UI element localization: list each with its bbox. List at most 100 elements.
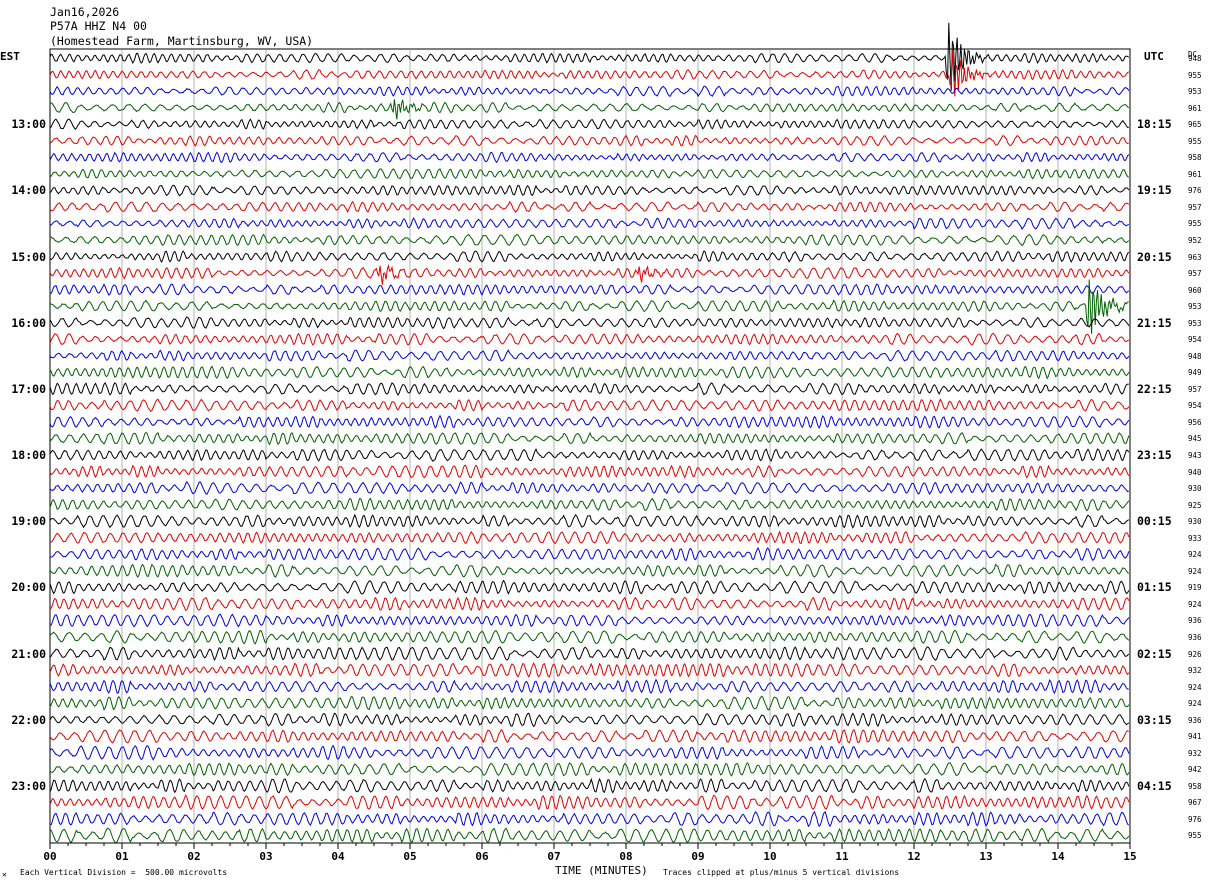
dc-offset-label: 941	[1188, 732, 1202, 742]
trace-44	[49, 777, 1130, 794]
dc-offset-label: 936	[1188, 715, 1202, 725]
dc-offset-label: 961	[1188, 103, 1202, 113]
trace-45	[49, 794, 1130, 811]
trace-23	[49, 431, 1130, 446]
x-tick-label-03: 03	[259, 850, 272, 863]
right-hour-label: 02:15	[1137, 646, 1172, 661]
right-hour-label: 20:15	[1137, 249, 1172, 264]
trace-35	[49, 629, 1130, 645]
trace-10	[49, 217, 1130, 230]
trace-47	[49, 827, 1130, 844]
trace-19	[49, 365, 1130, 380]
left-timezone-label: EST	[0, 50, 20, 63]
dc-offset-label: 954	[1188, 335, 1202, 345]
corner-glyph: ✕	[2, 870, 7, 879]
left-hour-label: 17:00	[11, 381, 46, 396]
left-hour-label: 21:00	[11, 646, 46, 661]
x-tick-label-00: 00	[43, 850, 56, 863]
trace-5	[49, 134, 1129, 147]
dc-offset-label: 965	[1188, 120, 1202, 130]
trace-17	[49, 332, 1130, 346]
trace-31	[49, 563, 1130, 579]
trace-2	[49, 85, 1130, 98]
left-hour-label: 19:00	[11, 514, 46, 529]
dc-offset-label: 967	[1188, 798, 1202, 808]
trace-34	[49, 613, 1130, 628]
dc-offset-label: 948	[1188, 351, 1202, 361]
dc-offset-label: 955	[1188, 136, 1202, 146]
dc-offset-label: 940	[1188, 467, 1202, 477]
header-station: P57A HHZ N4 00	[50, 19, 147, 33]
dc-offset-label: 953	[1188, 302, 1202, 312]
dc-offset-label: 956	[1188, 417, 1202, 427]
trace-18	[49, 349, 1130, 362]
right-hour-label: 23:15	[1137, 448, 1172, 462]
trace-36	[49, 646, 1130, 662]
dc-offset-label: 930	[1188, 484, 1202, 494]
dc-offset-label: 945	[1188, 434, 1202, 444]
dc-offset-label: 926	[1188, 649, 1202, 659]
dc-offset-label: 936	[1188, 616, 1202, 626]
trace-9	[49, 200, 1130, 214]
dc-header: DC	[1188, 50, 1198, 59]
trace-3	[49, 99, 1130, 120]
dc-offset-label: 924	[1188, 699, 1202, 709]
x-axis-label: TIME (MINUTES)	[555, 864, 648, 877]
plot-frame	[49, 48, 1131, 844]
trace-24	[49, 448, 1130, 463]
dc-offset-label: 924	[1188, 682, 1202, 692]
trace-6	[49, 151, 1130, 164]
x-tick-label-04: 04	[331, 850, 345, 863]
trace-42	[49, 744, 1130, 761]
trace-21	[49, 398, 1130, 413]
trace-38	[49, 678, 1129, 695]
clip-note: Traces clipped at plus/minus 5 vertical …	[663, 868, 900, 877]
dc-offset-label: 957	[1188, 202, 1202, 212]
trace-16	[49, 316, 1130, 330]
dc-offset-label: 924	[1188, 599, 1202, 609]
x-tick-label-01: 01	[115, 850, 129, 863]
dc-offset-label: 957	[1188, 269, 1202, 279]
trace-11	[49, 233, 1130, 247]
right-hour-label: 03:15	[1137, 712, 1172, 727]
right-hour-label: 18:15	[1137, 117, 1172, 132]
dc-offset-label: 949	[1188, 368, 1202, 378]
scale-note: Each Vertical Division = 500.00 microvol…	[20, 868, 228, 877]
x-tick-label-06: 06	[475, 850, 489, 863]
dc-offset-label: 919	[1188, 583, 1202, 593]
right-hour-label: 19:15	[1137, 183, 1172, 198]
dc-offset-label: 958	[1188, 153, 1202, 163]
trace-33	[49, 596, 1130, 612]
x-tick-label-05: 05	[403, 850, 416, 863]
dc-offset-label: 963	[1188, 252, 1202, 262]
left-hour-label: 18:00	[11, 448, 46, 462]
dc-offset-label: 961	[1188, 169, 1202, 179]
left-hour-label: 22:00	[11, 712, 46, 727]
dc-offset-label: 954	[1188, 401, 1202, 411]
trace-39	[49, 695, 1130, 711]
trace-26	[49, 480, 1130, 495]
x-tick-label-10: 10	[763, 850, 776, 863]
dc-offset-label: 936	[1188, 632, 1202, 642]
dc-offset-label: 948	[1188, 54, 1202, 63]
left-hour-label: 23:00	[11, 778, 46, 793]
header-location: (Homestead Farm, Martinsburg, WV, USA)	[50, 34, 314, 48]
x-tick-label-12: 12	[907, 850, 920, 863]
header-date: Jan16,2026	[50, 5, 120, 19]
trace-43	[49, 762, 1130, 777]
trace-22	[49, 414, 1130, 429]
dc-offset-label: 932	[1188, 748, 1202, 758]
dc-offset-label: 943	[1188, 451, 1202, 460]
dc-offset-label: 924	[1188, 550, 1202, 560]
left-hour-label: 20:00	[11, 580, 46, 595]
x-tick-label-11: 11	[835, 850, 849, 863]
trace-32	[49, 579, 1130, 595]
trace-13	[49, 263, 1130, 285]
trace-46	[49, 810, 1130, 828]
left-hour-label: 13:00	[11, 117, 46, 132]
dc-offset-label: 958	[1188, 781, 1202, 791]
right-hour-label: 00:15	[1137, 514, 1172, 529]
dc-offset-label: 976	[1188, 186, 1202, 196]
trace-37	[49, 662, 1130, 678]
